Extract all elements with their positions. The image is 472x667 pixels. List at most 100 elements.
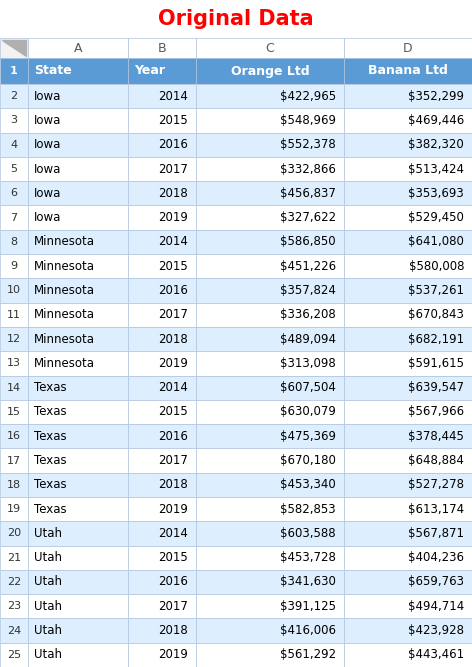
- Bar: [128, 400, 196, 424]
- Text: $586,850: $586,850: [280, 235, 336, 248]
- Bar: [344, 327, 472, 352]
- Text: $451,226: $451,226: [280, 259, 336, 273]
- Text: 5: 5: [10, 164, 17, 174]
- Text: Iowa: Iowa: [34, 163, 61, 175]
- Text: $613,174: $613,174: [408, 503, 464, 516]
- Polygon shape: [2, 40, 26, 56]
- Bar: [0, 570, 28, 594]
- Bar: [28, 594, 128, 618]
- Text: 2017: 2017: [158, 600, 188, 613]
- Bar: [28, 157, 128, 181]
- Text: $682,191: $682,191: [408, 333, 464, 346]
- Text: Utah: Utah: [34, 551, 62, 564]
- Bar: [0, 303, 28, 327]
- Bar: [28, 618, 128, 643]
- Text: Texas: Texas: [34, 454, 67, 467]
- Bar: [128, 594, 196, 618]
- Bar: [196, 448, 344, 473]
- Bar: [0, 618, 28, 643]
- Text: 2018: 2018: [158, 624, 188, 637]
- Text: Minnesota: Minnesota: [34, 333, 95, 346]
- Text: $567,871: $567,871: [408, 527, 464, 540]
- Text: $641,080: $641,080: [408, 235, 464, 248]
- Bar: [0, 58, 28, 84]
- Bar: [344, 570, 472, 594]
- Text: Utah: Utah: [34, 576, 62, 588]
- Bar: [196, 521, 344, 546]
- Text: $416,006: $416,006: [280, 624, 336, 637]
- Text: $391,125: $391,125: [280, 600, 336, 613]
- Text: 2017: 2017: [158, 163, 188, 175]
- Text: $404,236: $404,236: [408, 551, 464, 564]
- Text: 17: 17: [7, 456, 21, 466]
- Text: $469,446: $469,446: [408, 114, 464, 127]
- Bar: [28, 424, 128, 448]
- Bar: [0, 448, 28, 473]
- Bar: [196, 38, 344, 58]
- Text: 2017: 2017: [158, 454, 188, 467]
- Bar: [128, 546, 196, 570]
- Bar: [28, 327, 128, 352]
- Text: 2019: 2019: [158, 503, 188, 516]
- Bar: [196, 352, 344, 376]
- Text: $456,837: $456,837: [280, 187, 336, 200]
- Bar: [28, 181, 128, 205]
- Text: 19: 19: [7, 504, 21, 514]
- Bar: [128, 643, 196, 667]
- Text: $670,843: $670,843: [408, 308, 464, 321]
- Bar: [0, 278, 28, 303]
- Bar: [0, 352, 28, 376]
- Text: $341,630: $341,630: [280, 576, 336, 588]
- Bar: [0, 181, 28, 205]
- Text: 12: 12: [7, 334, 21, 344]
- Text: $527,278: $527,278: [408, 478, 464, 492]
- Text: 2014: 2014: [158, 235, 188, 248]
- Bar: [0, 497, 28, 521]
- Bar: [196, 303, 344, 327]
- Bar: [128, 133, 196, 157]
- Text: Original Data: Original Data: [158, 9, 314, 29]
- Bar: [344, 205, 472, 229]
- Text: $552,378: $552,378: [280, 138, 336, 151]
- Bar: [344, 618, 472, 643]
- Bar: [196, 181, 344, 205]
- Bar: [344, 546, 472, 570]
- Bar: [196, 546, 344, 570]
- Text: Orange Ltd: Orange Ltd: [231, 65, 309, 77]
- Bar: [128, 521, 196, 546]
- Bar: [196, 205, 344, 229]
- Text: B: B: [158, 41, 166, 55]
- Bar: [0, 376, 28, 400]
- Bar: [0, 133, 28, 157]
- Bar: [344, 521, 472, 546]
- Text: 7: 7: [10, 213, 17, 223]
- Text: 18: 18: [7, 480, 21, 490]
- Text: Banana Ltd: Banana Ltd: [368, 65, 448, 77]
- Bar: [196, 497, 344, 521]
- Bar: [196, 327, 344, 352]
- Bar: [0, 643, 28, 667]
- Bar: [128, 327, 196, 352]
- Bar: [0, 473, 28, 497]
- Text: Minnesota: Minnesota: [34, 259, 95, 273]
- Bar: [196, 278, 344, 303]
- Text: Iowa: Iowa: [34, 187, 61, 200]
- Text: Utah: Utah: [34, 624, 62, 637]
- Text: 10: 10: [7, 285, 21, 295]
- Text: 2: 2: [10, 91, 17, 101]
- Bar: [128, 254, 196, 278]
- Text: $603,588: $603,588: [280, 527, 336, 540]
- Text: $352,299: $352,299: [408, 89, 464, 103]
- Text: 13: 13: [7, 358, 21, 368]
- Bar: [0, 546, 28, 570]
- Bar: [344, 58, 472, 84]
- Text: 11: 11: [7, 309, 21, 319]
- Text: 25: 25: [7, 650, 21, 660]
- Text: Texas: Texas: [34, 381, 67, 394]
- Bar: [0, 157, 28, 181]
- Bar: [196, 473, 344, 497]
- Text: $332,866: $332,866: [280, 163, 336, 175]
- Text: Utah: Utah: [34, 648, 62, 662]
- Text: $548,969: $548,969: [280, 114, 336, 127]
- Text: $670,180: $670,180: [280, 454, 336, 467]
